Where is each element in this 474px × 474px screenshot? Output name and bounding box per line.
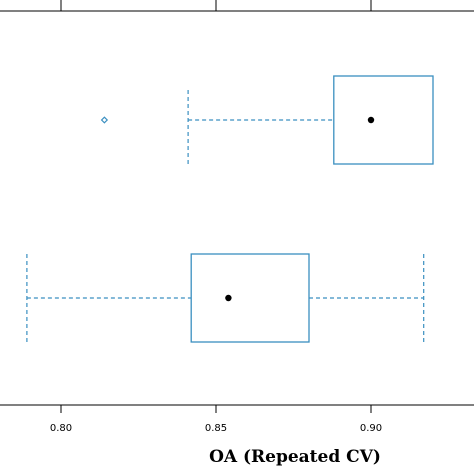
iqr-box bbox=[190, 253, 310, 343]
box-group-top bbox=[100, 75, 434, 166]
panel-frame bbox=[0, 10, 474, 406]
outlier-point bbox=[100, 116, 109, 124]
x-axis-title: OA (Repeated CV) bbox=[209, 447, 381, 467]
box-group-bottom bbox=[26, 253, 425, 343]
top-axis-ticks bbox=[60, 0, 372, 11]
median-point bbox=[367, 116, 375, 124]
x-tick-label: 0.90 bbox=[360, 423, 382, 434]
x-tick-labels: 0.80 0.85 0.90 bbox=[50, 423, 382, 434]
x-tick-label: 0.85 bbox=[205, 423, 227, 434]
median-point bbox=[225, 294, 232, 302]
iqr-box bbox=[333, 75, 434, 165]
bottom-axis-ticks bbox=[60, 405, 372, 413]
x-tick-label: 0.80 bbox=[50, 423, 72, 434]
boxes bbox=[26, 75, 434, 343]
